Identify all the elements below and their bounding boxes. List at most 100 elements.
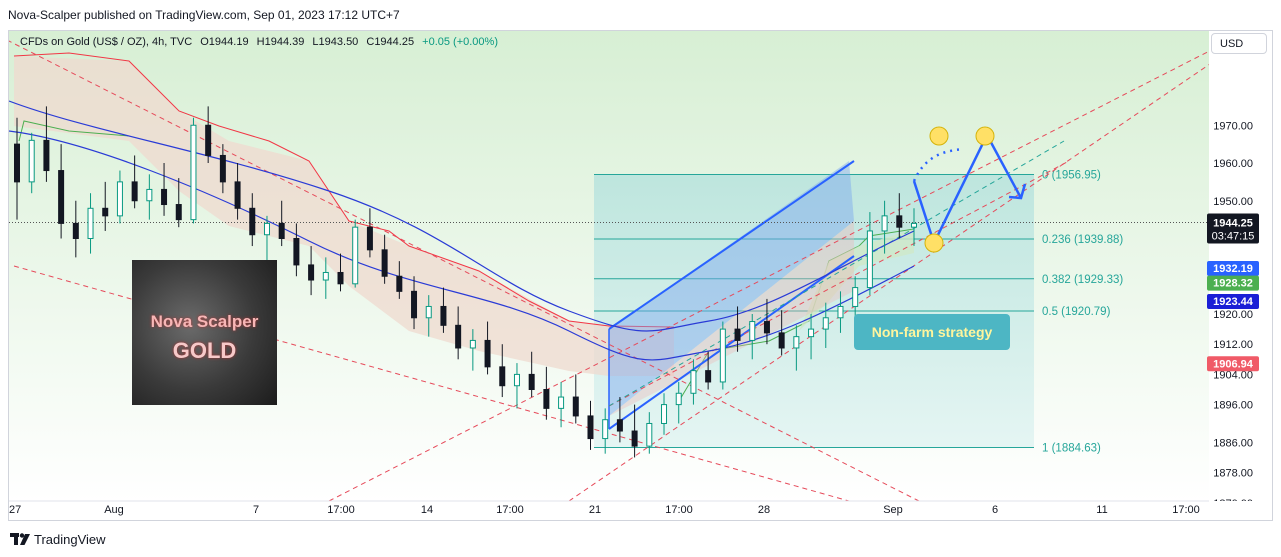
price-marker-label: 1906.94	[1213, 358, 1254, 370]
moving-averages	[9, 100, 915, 361]
tradingview-brand: TradingView	[34, 532, 106, 547]
candle-body	[337, 271, 344, 285]
candle-body	[896, 215, 903, 228]
cloud-fill-green	[799, 229, 914, 331]
time-axis[interactable]: 27 Aug 7 17:00 14 17:00 21 17:00 28 Sep 6 11 17:00	[9, 500, 1273, 521]
ema-fast-line	[9, 130, 915, 361]
candle-body	[72, 222, 79, 239]
price-marker-badge[interactable]	[1207, 275, 1259, 291]
time-tick-label: Aug	[104, 504, 124, 516]
chart-svg[interactable]: 0 (1956.95) 0.236 (1939.88) 0.382 (1929.33…	[9, 31, 1273, 521]
chart-area[interactable]: 0 (1956.95) 0.236 (1939.88) 0.382 (1929.33…	[8, 30, 1273, 521]
projection-path[interactable]	[912, 126, 1027, 253]
candle-body	[352, 226, 359, 285]
time-tick-label: Sep	[883, 504, 903, 516]
publish-header: Nova-Scalper published on TradingView.co…	[0, 0, 1281, 30]
candle-body	[263, 222, 270, 236]
time-tick-label: 21	[589, 504, 601, 516]
candle-body	[455, 324, 462, 349]
candle-body	[205, 124, 212, 156]
time-tick-label: 17:00	[1172, 504, 1200, 516]
projection-dotted	[912, 147, 965, 182]
strategy-label: Non-farm strategy	[854, 314, 1010, 350]
price-tick-label: 1904.00	[1213, 369, 1253, 381]
projection-target-marker[interactable]	[929, 126, 949, 146]
candle-body	[58, 170, 65, 224]
candle-body	[499, 366, 506, 387]
candle-body	[837, 305, 844, 319]
candle-body	[425, 305, 432, 319]
candle-body	[822, 317, 829, 330]
time-tick-label: 14	[421, 504, 433, 516]
price-tick-label: 1886.00	[1213, 437, 1253, 449]
price-marker-badge[interactable]	[1207, 294, 1259, 310]
candle-body	[308, 264, 315, 281]
candle-body	[675, 392, 682, 406]
candle-body	[719, 328, 726, 383]
price-tick-label: 1970.00	[1213, 120, 1253, 132]
time-tick-label: 27	[9, 504, 21, 516]
time-tick-label: 6	[992, 504, 998, 516]
candle-body	[469, 339, 476, 349]
candle-body	[690, 370, 697, 394]
countdown-label: 03:47:15	[1212, 230, 1255, 242]
currency-button[interactable]: USD	[1211, 33, 1267, 54]
price-tick-label: 1912.00	[1213, 339, 1253, 351]
projection-line[interactable]	[912, 132, 1023, 247]
projection-target-marker[interactable]	[975, 126, 995, 146]
price-marker-label: 1923.44	[1213, 296, 1254, 308]
dashed-trendline[interactable]	[328, 40, 1230, 502]
dashed-trendline[interactable]	[9, 36, 920, 502]
candle-body	[87, 207, 94, 240]
candle-body	[381, 249, 388, 277]
fib-level-label: 0.382 (1929.33)	[1042, 274, 1123, 286]
price-tick-label: 1960.00	[1213, 158, 1253, 170]
open-value: O1944.19	[200, 36, 249, 48]
candle-body	[175, 204, 182, 221]
candle-body	[602, 419, 609, 440]
candle-body	[587, 415, 594, 440]
time-tick-label: 17:00	[496, 504, 524, 516]
time-axis-bg	[9, 501, 1272, 520]
current-price-badge[interactable]	[1207, 213, 1259, 244]
candle-body	[293, 238, 300, 266]
candle-body	[558, 396, 565, 409]
candle-body	[866, 230, 873, 289]
candle-body	[911, 222, 917, 228]
price-tick-label: 1920.00	[1213, 309, 1253, 321]
price-axis[interactable]: 1870.001878.001886.001896.001904.001912.…	[1207, 31, 1273, 521]
candle-body	[366, 226, 373, 251]
candle-body	[572, 396, 579, 417]
candle-body	[161, 188, 168, 206]
time-tick-label: 11	[1096, 504, 1107, 516]
low-value: L1943.50	[312, 36, 359, 48]
published-info: Nova-Scalper published on TradingView.co…	[8, 8, 400, 22]
projection-target-marker[interactable]	[924, 233, 944, 253]
dashed-trendlines[interactable]	[9, 36, 1230, 502]
candle-body	[219, 154, 226, 183]
candle-body	[278, 222, 285, 239]
candle-body	[322, 271, 329, 281]
price-marker-badge[interactable]	[1207, 356, 1259, 372]
candle-body	[661, 404, 668, 424]
candle-body	[513, 373, 520, 387]
high-value: H1944.39	[256, 36, 305, 48]
channel-upper-line[interactable]	[608, 160, 855, 330]
time-tick-label: 7	[253, 504, 259, 516]
price-channel[interactable]	[608, 160, 855, 430]
price-marker-label: 1932.19	[1213, 263, 1253, 275]
candle-body	[484, 339, 491, 368]
channel-lower-line[interactable]	[608, 255, 855, 430]
channel-fill-lower	[609, 221, 854, 416]
price-marker-badge[interactable]	[1207, 260, 1259, 276]
price-marker-label: 1928.32	[1213, 278, 1253, 290]
cloud-fill-red	[14, 56, 674, 376]
candle-body	[116, 181, 123, 217]
dashed-trendline[interactable]	[568, 50, 1230, 502]
dashed-midline[interactable]	[608, 140, 1065, 407]
dashed-trendline[interactable]	[608, 160, 1070, 407]
candle-body	[763, 321, 770, 334]
candle-body	[14, 143, 20, 183]
symbol-name: CFDs on Gold (US$ / OZ), 4h, TVC	[20, 36, 193, 48]
fib-level-label: 0.236 (1939.88)	[1042, 234, 1123, 246]
